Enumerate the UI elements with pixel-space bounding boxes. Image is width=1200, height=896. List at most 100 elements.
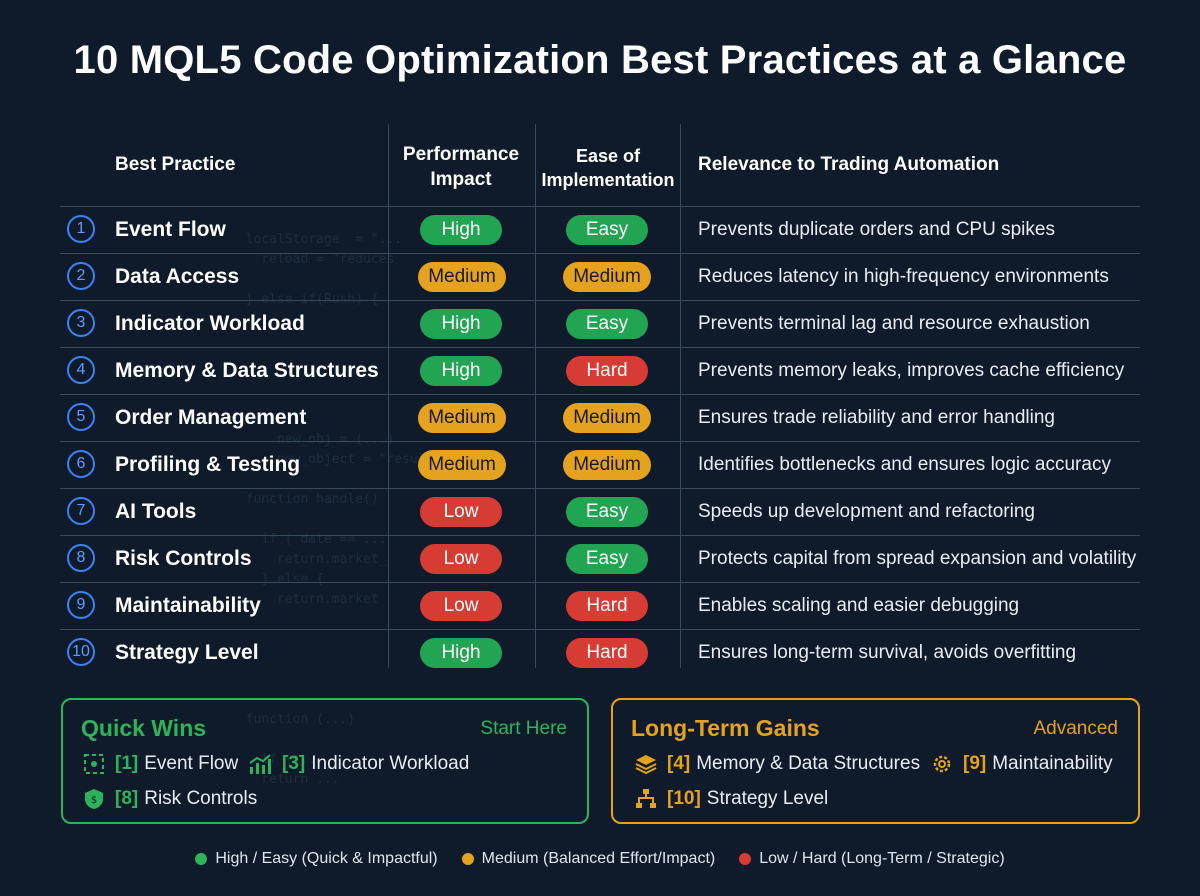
ease-badge: Medium [563, 450, 651, 480]
practice-name: Data Access [115, 265, 240, 288]
practice-name: Strategy Level [115, 641, 259, 664]
ease-badge: Hard [566, 638, 648, 668]
legend: High / Easy (Quick & Impactful) Medium (… [0, 850, 1200, 868]
item-ref: [3] [282, 753, 306, 774]
ease-badge: Medium [563, 403, 651, 433]
practices-table: Best Practice Performance Impact Ease of… [60, 124, 1140, 676]
header-relevance: Relevance to Trading Automation [698, 154, 1000, 175]
table-body: 1 Event Flow High Easy Prevents duplicate or… [60, 207, 1140, 676]
practice-name: Memory & Data Structures [115, 359, 379, 382]
ease-badge: Hard [566, 356, 648, 386]
legend-dot [195, 853, 208, 865]
page-title: 10 MQL5 Code Optimization Best Practices… [73, 38, 1127, 82]
table-row: 2 Data Access Medium Medium Reduces latency … [60, 254, 1140, 301]
quick-wins-panel: Quick Wins Start Here [1] Event Flow [3]… [61, 698, 589, 824]
header-ease-of-implementation: Ease of Implementation [538, 144, 678, 192]
legend-label: High / Easy (Quick & Impactful) [215, 850, 438, 867]
table-row: 6 Profiling & Testing Medium Medium Identifi… [60, 442, 1140, 489]
long-term-item: [9] Maintainability [931, 753, 1113, 775]
hierarchy-icon [636, 789, 656, 808]
row-number-badge: 7 [67, 497, 95, 525]
item-ref: [4] [667, 753, 691, 774]
svg-text:$: $ [91, 795, 97, 806]
item-ref: [8] [115, 788, 139, 809]
layers-icon [635, 755, 657, 775]
header-best-practice: Best Practice [115, 154, 236, 175]
column-divider [680, 124, 681, 668]
legend-label: Medium (Balanced Effort/Impact) [481, 850, 716, 867]
legend-item-low: Low / Hard (Long-Term / Strategic) [739, 850, 1005, 868]
legend-item-medium: Medium (Balanced Effort/Impact) [461, 850, 716, 868]
item-ref: [9] [963, 753, 987, 774]
practice-name: Profiling & Testing [115, 453, 301, 476]
relevance-text: Ensures trade reliability and error hand… [698, 407, 1055, 428]
shield-icon: $ [85, 789, 103, 809]
practice-name: Risk Controls [115, 547, 252, 570]
ease-badge: Easy [566, 497, 648, 527]
relevance-text: Identifies bottlenecks and ensures logic… [698, 454, 1111, 475]
ease-badge: Easy [566, 544, 648, 574]
quick-wins-title: Quick Wins [81, 715, 207, 741]
item-label: Event Flow [144, 753, 239, 774]
performance-impact-badge: Medium [418, 262, 506, 292]
ease-badge: Hard [566, 591, 648, 621]
legend-item-high: High / Easy (Quick & Impactful) [195, 850, 438, 868]
legend-dot [739, 853, 752, 865]
long-term-item: [4] Memory & Data Structures [635, 753, 920, 775]
quick-wins-tag: Start Here [480, 718, 567, 739]
quick-win-item: $ [8] Risk Controls [83, 788, 257, 810]
table-header: Best Practice Performance Impact Ease of… [60, 124, 1140, 207]
table-row: 3 Indicator Workload High Easy Prevents term… [60, 301, 1140, 348]
long-term-title: Long-Term Gains [631, 715, 820, 741]
item-label: Maintainability [992, 753, 1113, 774]
column-divider [388, 124, 389, 668]
performance-impact-badge: Low [420, 497, 502, 527]
practice-name: Event Flow [115, 218, 226, 241]
relevance-text: Ensures long-term survival, avoids overf… [698, 642, 1077, 663]
bar-chart-icon [249, 754, 271, 774]
quick-win-item: [3] Indicator Workload [248, 753, 469, 775]
item-ref: [1] [115, 753, 139, 774]
table-row: 7 AI Tools Low Easy Speeds up development an… [60, 489, 1140, 536]
table-row: 5 Order Management Medium Medium Ensures tra… [60, 395, 1140, 442]
table-row: 1 Event Flow High Easy Prevents duplicate or… [60, 207, 1140, 254]
ease-badge: Medium [563, 262, 651, 292]
row-number-badge: 3 [67, 309, 95, 337]
legend-label: Low / Hard (Long-Term / Strategic) [759, 850, 1005, 867]
ease-badge: Easy [566, 215, 648, 245]
column-divider [535, 124, 536, 668]
row-number-badge: 10 [67, 638, 95, 666]
relevance-text: Prevents terminal lag and resource exhau… [698, 313, 1090, 334]
relevance-text: Reduces latency in high-frequency enviro… [698, 266, 1109, 287]
event-flow-icon [84, 754, 104, 774]
legend-dot [461, 853, 474, 865]
table-row: 8 Risk Controls Low Easy Protects capital fr… [60, 536, 1140, 583]
item-label: Strategy Level [706, 788, 829, 809]
row-number-badge: 6 [67, 450, 95, 478]
practice-name: Order Management [115, 406, 307, 429]
item-label: Indicator Workload [311, 753, 470, 774]
item-ref: [10] [667, 788, 701, 809]
relevance-text: Enables scaling and easier debugging [698, 595, 1020, 616]
performance-impact-badge: High [420, 356, 502, 386]
practice-name: Maintainability [115, 594, 261, 617]
gear-icon [933, 755, 951, 773]
long-term-gains-panel: Long-Term Gains Advanced [4] Memory & Da… [611, 698, 1140, 824]
row-number-badge: 4 [67, 356, 95, 384]
row-number-badge: 9 [67, 591, 95, 619]
performance-impact-badge: High [420, 638, 502, 668]
practice-name: Indicator Workload [115, 312, 305, 335]
header-ease-text: Ease of Implementation [541, 146, 675, 190]
quick-win-item: [1] Event Flow [83, 753, 238, 775]
performance-impact-badge: Low [420, 591, 502, 621]
row-number-badge: 8 [67, 544, 95, 572]
relevance-text: Protects capital from spread expansion a… [698, 548, 1137, 569]
ease-badge: Easy [566, 309, 648, 339]
row-number-badge: 1 [67, 215, 95, 243]
relevance-text: Speeds up development and refactoring [698, 501, 1035, 522]
performance-impact-badge: Medium [418, 403, 506, 433]
relevance-text: Prevents duplicate orders and CPU spikes [698, 219, 1055, 240]
table-row: 10 Strategy Level High Hard Ensures long-ter… [60, 630, 1140, 676]
practice-name: AI Tools [115, 500, 197, 523]
header-performance-impact-text: Performance Impact [402, 144, 520, 190]
